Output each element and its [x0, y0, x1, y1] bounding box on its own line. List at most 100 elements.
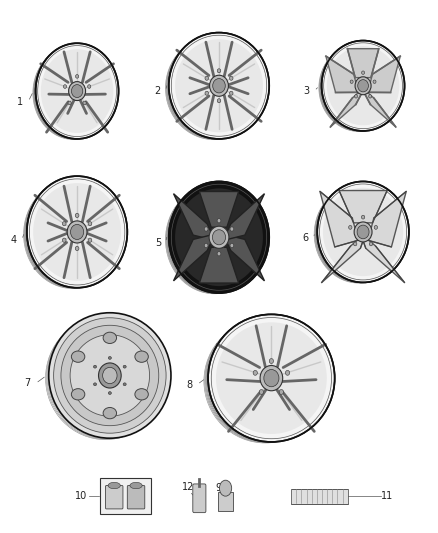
Ellipse shape — [264, 369, 279, 387]
Polygon shape — [361, 87, 396, 127]
Text: 5: 5 — [155, 238, 161, 247]
Ellipse shape — [373, 80, 376, 83]
Ellipse shape — [230, 244, 234, 248]
Ellipse shape — [53, 318, 166, 433]
Ellipse shape — [75, 75, 79, 78]
Ellipse shape — [369, 242, 373, 246]
Ellipse shape — [358, 79, 368, 92]
Ellipse shape — [70, 335, 150, 416]
Ellipse shape — [361, 215, 365, 219]
Ellipse shape — [208, 314, 335, 442]
Polygon shape — [320, 191, 358, 247]
Text: 8: 8 — [186, 379, 192, 390]
Ellipse shape — [321, 41, 405, 131]
Ellipse shape — [354, 95, 357, 98]
Ellipse shape — [62, 238, 66, 243]
Ellipse shape — [71, 351, 85, 362]
Ellipse shape — [71, 224, 84, 239]
Ellipse shape — [35, 43, 119, 139]
Polygon shape — [223, 193, 265, 240]
Ellipse shape — [219, 480, 232, 496]
Ellipse shape — [75, 213, 79, 217]
Ellipse shape — [68, 101, 71, 105]
Ellipse shape — [253, 370, 258, 375]
Ellipse shape — [204, 244, 208, 248]
Ellipse shape — [205, 76, 208, 80]
Ellipse shape — [123, 383, 126, 386]
Text: 3: 3 — [303, 86, 309, 96]
Ellipse shape — [61, 325, 159, 426]
Ellipse shape — [230, 91, 233, 95]
Text: 11: 11 — [381, 491, 393, 501]
Ellipse shape — [362, 71, 364, 75]
Ellipse shape — [169, 33, 269, 139]
Ellipse shape — [212, 230, 226, 245]
Ellipse shape — [259, 390, 264, 394]
Ellipse shape — [213, 78, 225, 93]
Ellipse shape — [217, 69, 221, 73]
Ellipse shape — [205, 91, 208, 95]
Text: 12: 12 — [182, 482, 194, 491]
Ellipse shape — [209, 226, 229, 248]
Polygon shape — [339, 190, 387, 223]
Ellipse shape — [349, 225, 352, 229]
Ellipse shape — [93, 365, 96, 368]
Ellipse shape — [353, 242, 357, 246]
Polygon shape — [347, 49, 379, 78]
Ellipse shape — [99, 363, 121, 388]
Text: 4: 4 — [11, 235, 17, 245]
Ellipse shape — [355, 77, 371, 95]
Ellipse shape — [108, 482, 120, 489]
Ellipse shape — [130, 482, 142, 489]
Ellipse shape — [108, 392, 111, 394]
FancyBboxPatch shape — [106, 486, 123, 509]
Ellipse shape — [204, 227, 208, 231]
Ellipse shape — [175, 39, 263, 132]
Ellipse shape — [88, 222, 92, 226]
Ellipse shape — [216, 322, 327, 434]
Polygon shape — [173, 234, 215, 281]
Ellipse shape — [41, 49, 113, 133]
Polygon shape — [330, 87, 365, 127]
FancyBboxPatch shape — [127, 486, 145, 509]
Text: 7: 7 — [25, 378, 31, 389]
Ellipse shape — [83, 101, 86, 105]
Polygon shape — [368, 191, 406, 247]
Ellipse shape — [286, 370, 290, 375]
Ellipse shape — [135, 351, 148, 362]
FancyBboxPatch shape — [99, 478, 151, 514]
Ellipse shape — [103, 407, 117, 419]
Ellipse shape — [217, 219, 221, 223]
FancyBboxPatch shape — [290, 489, 348, 504]
Ellipse shape — [230, 76, 233, 80]
FancyBboxPatch shape — [218, 492, 233, 511]
Ellipse shape — [75, 246, 79, 251]
Ellipse shape — [327, 46, 399, 125]
Ellipse shape — [103, 332, 117, 343]
Polygon shape — [173, 193, 215, 240]
Ellipse shape — [93, 383, 96, 386]
Ellipse shape — [317, 181, 409, 282]
Ellipse shape — [33, 183, 121, 281]
Text: 1: 1 — [17, 96, 23, 107]
Ellipse shape — [108, 357, 111, 359]
Ellipse shape — [374, 225, 378, 229]
Polygon shape — [360, 232, 405, 282]
Ellipse shape — [279, 390, 283, 394]
Ellipse shape — [230, 227, 234, 231]
Ellipse shape — [175, 189, 263, 286]
Ellipse shape — [357, 225, 369, 239]
Polygon shape — [321, 232, 366, 282]
Ellipse shape — [71, 389, 85, 400]
Text: 10: 10 — [75, 491, 88, 501]
Ellipse shape — [49, 313, 171, 438]
Ellipse shape — [62, 222, 66, 226]
Ellipse shape — [135, 389, 148, 400]
Text: 6: 6 — [302, 233, 308, 244]
Ellipse shape — [269, 359, 273, 364]
Ellipse shape — [67, 221, 87, 243]
Text: 9: 9 — [215, 483, 221, 492]
Text: 2: 2 — [155, 86, 161, 96]
Ellipse shape — [350, 80, 353, 83]
Polygon shape — [199, 247, 239, 283]
